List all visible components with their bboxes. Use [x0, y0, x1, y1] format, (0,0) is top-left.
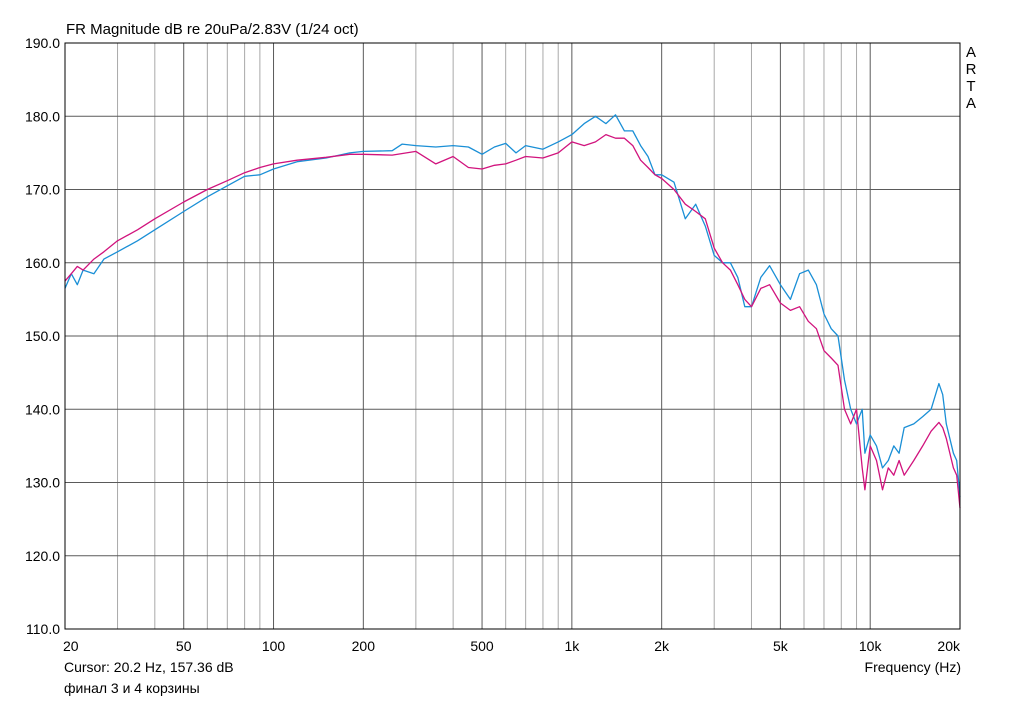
x-tick-label: 20 — [63, 638, 79, 654]
plot-frame — [64, 42, 961, 630]
x-tick-labels: 20 50 100 200 500 1k 2k 5k 10k 20k — [63, 638, 961, 654]
x-tick-label: 200 — [352, 638, 376, 654]
watermark-letter: A — [965, 44, 976, 61]
y-tick-label: 120.0 — [25, 548, 60, 564]
measurement-note: финал 3 и 4 корзины — [64, 680, 200, 696]
y-tick-label: 160.0 — [25, 255, 60, 271]
y-tick-label: 130.0 — [25, 475, 60, 491]
y-tick-label: 110.0 — [26, 621, 60, 637]
arta-watermark: A R T A — [963, 44, 979, 112]
x-tick-label: 500 — [470, 638, 494, 654]
watermark-letter: R — [965, 61, 977, 78]
y-tick-label: 140.0 — [25, 401, 60, 417]
x-axis-label: Frequency (Hz) — [864, 659, 961, 675]
series-line-blue — [64, 114, 961, 498]
x-tick-label: 100 — [262, 638, 286, 654]
y-tick-label: 180.0 — [25, 108, 60, 124]
x-tick-label: 2k — [654, 638, 670, 654]
x-tick-label: 5k — [773, 638, 789, 654]
y-tick-label: 170.0 — [25, 182, 60, 198]
x-tick-label: 1k — [564, 638, 580, 654]
x-tick-label: 20k — [937, 638, 961, 654]
watermark-letter: T — [966, 78, 976, 95]
x-tick-label: 10k — [859, 638, 883, 654]
chart-title: FR Magnitude dB re 20uPa/2.83V (1/24 oct… — [66, 21, 359, 38]
y-tick-labels: 110.0 120.0 130.0 140.0 150.0 160.0 170.0 180.0… — [25, 35, 60, 637]
x-tick-label: 50 — [176, 638, 192, 654]
series-layer — [64, 114, 961, 509]
watermark-letter: A — [965, 95, 976, 112]
major-grid — [65, 43, 960, 629]
y-tick-label: 150.0 — [25, 328, 60, 344]
y-tick-label: 190.0 — [25, 35, 60, 51]
series-line-magenta — [64, 133, 961, 509]
cursor-readout: Cursor: 20.2 Hz, 157.36 dB — [64, 659, 234, 675]
